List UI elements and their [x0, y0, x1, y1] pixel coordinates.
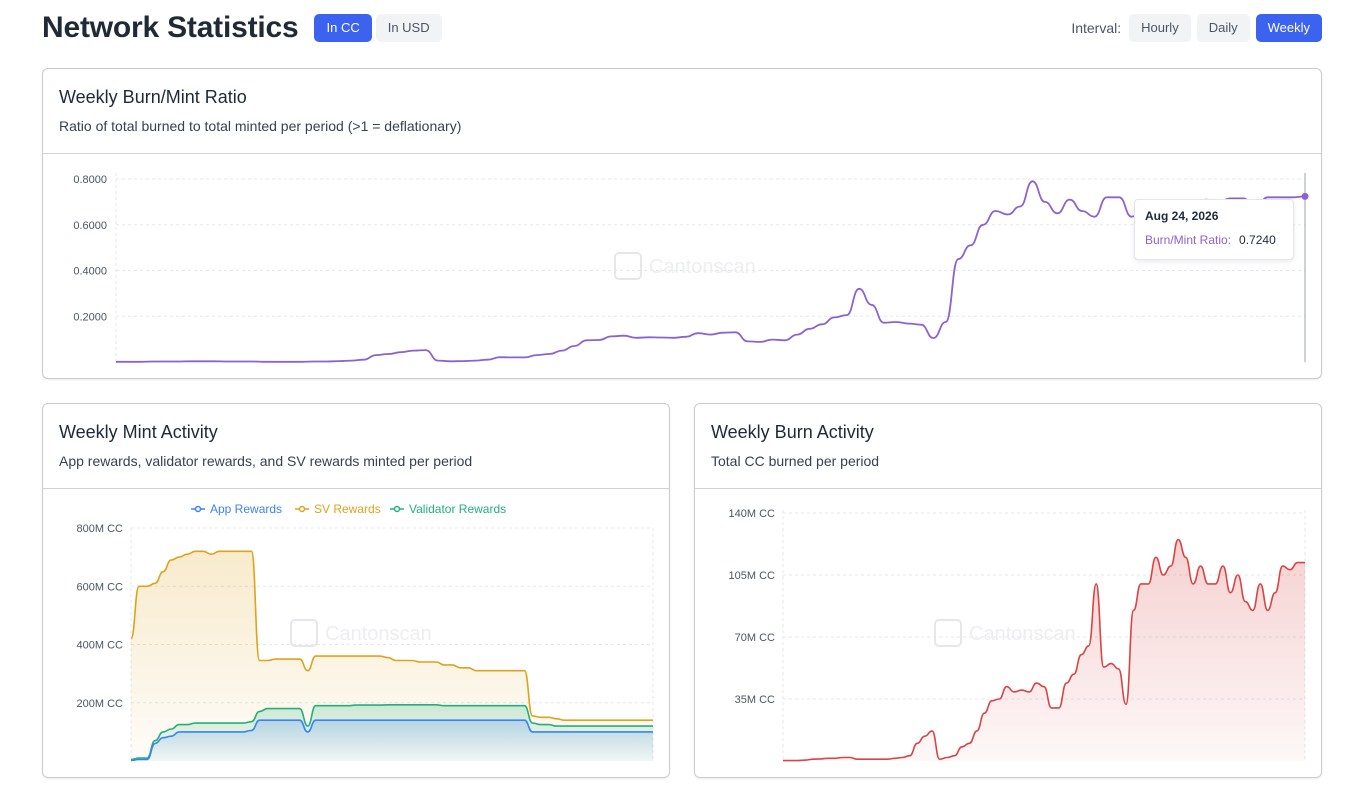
y-tick-label: 140M CC: [729, 508, 776, 520]
app-rewards-series-area: [131, 720, 653, 761]
watermark-text: Cantonscan: [325, 623, 432, 645]
in-cc-button[interactable]: In CC: [314, 14, 372, 42]
watermark-logo-icon: [614, 252, 642, 280]
y-tick-label: 400M CC: [77, 640, 124, 652]
watermark-logo-icon: [290, 619, 318, 647]
burn-activity-card: Weekly Burn Activity Total CC burned per…: [694, 403, 1322, 778]
card-title: Weekly Burn Activity: [711, 422, 874, 442]
y-tick-label: 600M CC: [77, 581, 124, 593]
watermark-text: Cantonscan: [649, 256, 756, 278]
burn-mint-ratio-chart[interactable]: 0.8000 0.6000 0.4000 0.2000 Cantonscan: [43, 155, 1321, 379]
y-tick-label: 800M CC: [77, 523, 124, 535]
page-title: Network Statistics: [42, 11, 299, 44]
legend-label: Validator Rewards: [409, 502, 506, 516]
card-subtitle: Total CC burned per period: [711, 453, 880, 469]
mint-activity-card: Weekly Mint Activity App rewards, valida…: [42, 403, 670, 778]
legend-marker-icon: [393, 505, 401, 513]
daily-button[interactable]: Daily: [1196, 14, 1250, 42]
app-rewards-series-line: [130, 719, 653, 762]
hourly-button[interactable]: Hourly: [1129, 14, 1191, 42]
y-tick-label: 105M CC: [729, 570, 776, 582]
validator-rewards-series-line: [130, 704, 653, 761]
legend-marker-icon: [194, 505, 202, 513]
y-tick-label: 0.2000: [73, 311, 107, 323]
weekly-button[interactable]: Weekly: [1255, 14, 1322, 42]
interval-label: Interval:: [1071, 20, 1122, 36]
card-title: Weekly Burn/Mint Ratio: [59, 87, 247, 107]
interval-selector: Interval: Hourly Daily Weekly: [1071, 14, 1322, 42]
unit-toggle: In CC In USD: [314, 14, 442, 42]
ratio-series-line: [115, 180, 1306, 363]
tooltip-value: 0.7240: [1239, 233, 1276, 247]
y-tick-label: 70M CC: [735, 632, 775, 644]
legend-label: App Rewards: [210, 502, 282, 516]
legend-marker-icon: [298, 505, 306, 513]
watermark: Cantonscan: [614, 252, 756, 280]
card-header: Weekly Burn Activity Total CC burned per…: [695, 404, 1321, 489]
legend-label: SV Rewards: [314, 502, 381, 516]
y-tick-label: 200M CC: [77, 698, 124, 710]
active-point: [1301, 192, 1309, 200]
tooltip-row: Burn/Mint Ratio: 0.7240: [1145, 233, 1283, 247]
y-tick-label: 0.8000: [73, 174, 107, 186]
in-usd-button[interactable]: In USD: [375, 14, 442, 42]
tooltip-date: Aug 24, 2026: [1145, 209, 1219, 223]
watermark: Cantonscan: [934, 619, 1076, 647]
watermark: Cantonscan: [290, 619, 432, 647]
card-header: Weekly Mint Activity App rewards, valida…: [43, 404, 669, 489]
burn-activity-chart[interactable]: 140M CC 105M CC 70M CC 35M CC Cantonscan: [695, 490, 1321, 778]
watermark-text: Cantonscan: [969, 623, 1076, 645]
card-subtitle: App rewards, validator rewards, and SV r…: [59, 453, 473, 469]
watermark-logo-icon: [934, 619, 962, 647]
y-tick-label: 0.4000: [73, 266, 107, 278]
tooltip-series-label: Burn/Mint Ratio:: [1145, 233, 1232, 247]
burn-series-line: [783, 538, 1305, 762]
page-header: Network Statistics In CC In USD Interval…: [42, 8, 1322, 48]
card-title: Weekly Mint Activity: [59, 422, 218, 442]
burn-mint-ratio-card: Weekly Burn/Mint Ratio Ratio of total bu…: [42, 68, 1322, 379]
sv-rewards-series-line: [130, 550, 653, 721]
chart-tooltip: Aug 24, 2026 Burn/Mint Ratio: 0.7240: [1134, 199, 1294, 260]
card-subtitle: Ratio of total burned to total minted pe…: [59, 118, 462, 134]
y-tick-label: 0.6000: [73, 220, 107, 232]
y-tick-label: 35M CC: [735, 694, 775, 706]
card-header: Weekly Burn/Mint Ratio Ratio of total bu…: [43, 69, 1321, 154]
burn-series-area: [783, 539, 1305, 761]
mint-activity-chart[interactable]: 800M CC 600M CC 400M CC 200M CC Cantonscan Ap…: [43, 490, 669, 778]
